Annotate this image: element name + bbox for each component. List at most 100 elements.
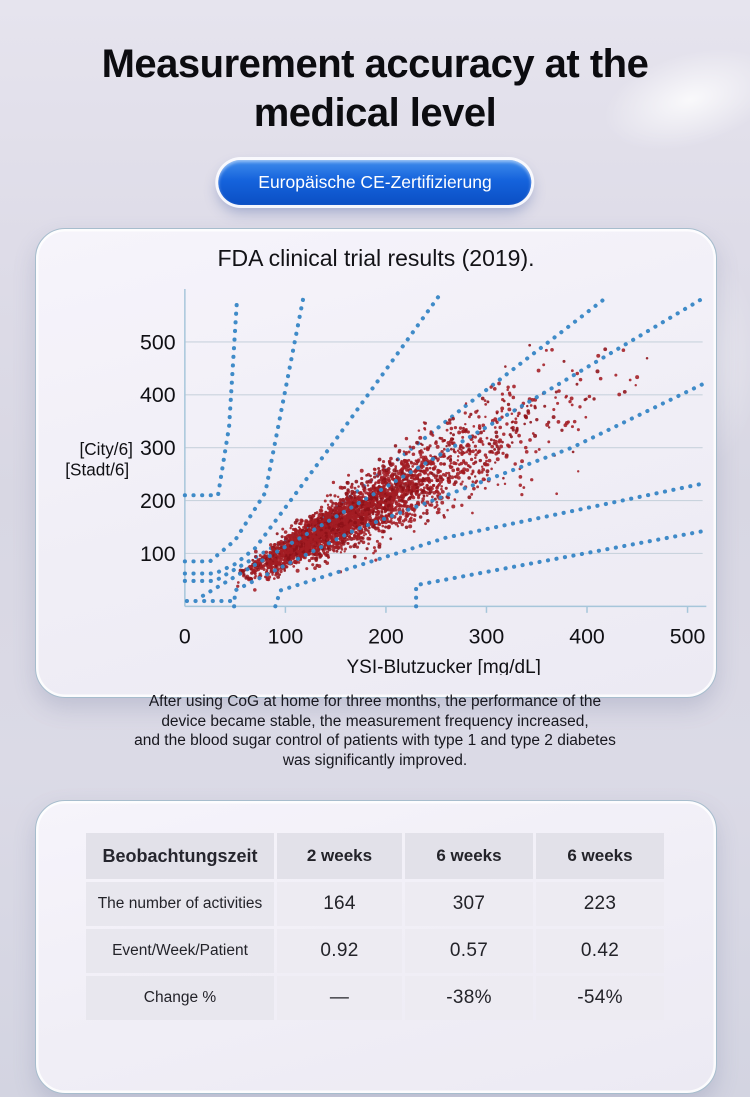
scatter-point	[501, 440, 504, 444]
scatter-point	[454, 475, 458, 479]
scatter-point	[451, 416, 455, 421]
scatter-point	[442, 455, 446, 458]
scatter-point	[456, 468, 460, 472]
scatter-point	[354, 479, 359, 484]
scatter-point	[345, 510, 349, 514]
scatter-point	[323, 552, 327, 556]
scatter-point	[414, 459, 418, 463]
scatter-point	[281, 527, 285, 531]
ce-certification-badge[interactable]: Europäische CE-Zertifizierung	[218, 160, 532, 205]
scatter-point	[449, 426, 454, 431]
scatter-point	[353, 494, 356, 498]
y-tick-label: 300	[140, 436, 176, 460]
scatter-point	[490, 467, 493, 471]
scatter-point	[402, 450, 406, 453]
scatter-point	[571, 450, 575, 454]
scatter-point	[330, 519, 335, 523]
scatter-point	[372, 551, 375, 555]
scatter-point	[399, 484, 403, 488]
scatter-point	[443, 438, 447, 442]
scatter-point	[407, 498, 410, 501]
scatter-point	[481, 477, 486, 482]
scatter-point	[269, 563, 273, 568]
scatter-point	[352, 515, 356, 520]
scatter-point	[436, 459, 439, 463]
scatter-point	[329, 513, 332, 517]
scatter-point	[440, 437, 444, 441]
scatter-point	[450, 475, 455, 480]
scatter-point	[349, 485, 354, 489]
scatter-point	[441, 472, 446, 477]
scatter-point	[395, 474, 399, 479]
scatter-point	[353, 535, 357, 539]
scatter-point	[462, 426, 465, 430]
scatter-point	[478, 458, 483, 463]
scatter-point	[449, 457, 453, 461]
scatter-point	[617, 392, 622, 397]
scatter-point	[430, 495, 434, 499]
scatter-point	[502, 476, 505, 480]
scatter-point	[369, 480, 373, 484]
scatter-point	[359, 468, 364, 473]
scatter-point	[238, 568, 243, 573]
scatter-point	[423, 455, 428, 460]
scatter-point	[304, 546, 309, 550]
scatter-point	[439, 461, 443, 466]
scatter-point	[335, 510, 338, 514]
scatter-point	[399, 490, 402, 493]
scatter-point	[269, 543, 273, 547]
scatter-point	[386, 503, 391, 508]
scatter-point	[361, 536, 365, 540]
scatter-point	[528, 343, 532, 347]
scatter-point	[367, 542, 370, 546]
scatter-point	[376, 474, 380, 478]
scatter-point	[437, 482, 441, 486]
scatter-point	[447, 471, 451, 475]
scatter-point	[555, 492, 559, 496]
scatter-point	[350, 482, 354, 486]
scatter-point	[489, 438, 493, 442]
scatter-point	[416, 458, 421, 462]
scatter-point	[477, 439, 482, 443]
scatter-point	[423, 469, 427, 474]
scatter-point	[316, 523, 320, 527]
scatter-point	[315, 547, 320, 552]
axes	[184, 288, 707, 613]
x-tick-label: 0	[179, 624, 191, 648]
scatter-point	[291, 557, 295, 561]
scatter-point	[398, 487, 402, 492]
scatter-point	[389, 474, 394, 479]
scatter-point	[481, 467, 486, 472]
scatter-point	[377, 484, 381, 488]
scatter-point	[440, 500, 445, 505]
scatter-point	[283, 558, 287, 563]
scatter-point	[387, 478, 391, 483]
scatter-point	[367, 537, 372, 541]
scatter-point	[303, 523, 307, 527]
scatter-point	[406, 512, 410, 516]
scatter-point	[429, 461, 434, 466]
scatter-point	[377, 492, 381, 496]
scatter-point	[274, 561, 279, 566]
scatter-point	[360, 495, 364, 499]
results-paragraph: After using CoG at home for three months…	[134, 693, 616, 769]
scatter-point	[333, 521, 337, 525]
scatter-point	[309, 538, 313, 542]
scatter-point	[449, 454, 453, 458]
scatter-point	[446, 508, 449, 512]
scatter-point	[393, 444, 398, 448]
scatter-point	[347, 534, 352, 539]
scatter-point	[343, 530, 347, 535]
scatter-point	[417, 429, 421, 432]
scatter-point	[277, 554, 282, 559]
scatter-point	[583, 398, 587, 402]
scatter-point	[557, 389, 561, 393]
scatter-point	[465, 450, 469, 454]
scatter-point	[437, 511, 441, 514]
scatter-point	[587, 394, 592, 399]
scatter-point	[449, 447, 453, 451]
scatter-point	[362, 531, 366, 534]
scatter-point	[485, 436, 489, 440]
scatter-point	[339, 511, 343, 515]
scatter-point	[336, 495, 340, 499]
